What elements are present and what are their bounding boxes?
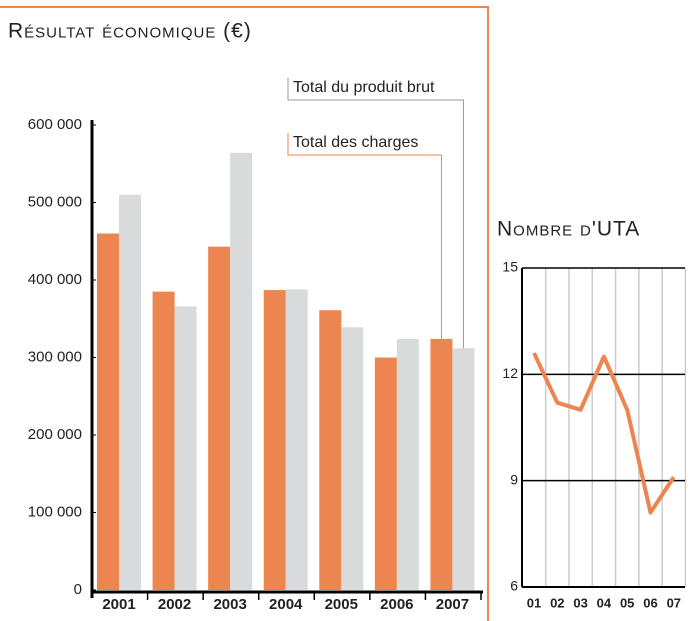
x-tick-label: 2002 xyxy=(158,596,191,613)
y-tick-label: 0 xyxy=(74,581,82,598)
bar xyxy=(430,338,453,590)
y-tick-label: 200 000 xyxy=(28,426,82,443)
legend-label: Total des charges xyxy=(293,134,418,151)
bar xyxy=(285,289,308,590)
x-tick-label: 2005 xyxy=(325,596,358,613)
line xyxy=(532,352,676,515)
y-tick-label: 6 xyxy=(510,578,518,594)
y-tick-label: 100 000 xyxy=(28,503,82,520)
y-tick-label: 400 000 xyxy=(28,271,82,288)
y-tick-label: 15 xyxy=(502,259,518,275)
x-tick-label: 2001 xyxy=(102,596,135,613)
bar xyxy=(208,246,231,591)
bar xyxy=(230,152,253,590)
bar xyxy=(319,310,342,590)
bar xyxy=(152,291,175,590)
leader-line xyxy=(287,133,442,339)
bar xyxy=(374,357,397,590)
x-tick-label: 03 xyxy=(573,595,587,610)
y-tick-label: 300 000 xyxy=(28,348,82,365)
bar xyxy=(396,338,419,590)
panel-border xyxy=(0,6,489,621)
x-tick-label: 05 xyxy=(620,595,634,610)
legend-label: Total du produit brut xyxy=(293,79,435,96)
x-tick-label: 04 xyxy=(597,595,612,610)
bar xyxy=(452,348,475,590)
x-tick-label: 02 xyxy=(550,595,564,610)
x-tick-label: 07 xyxy=(667,595,681,610)
x-tick-label: 2006 xyxy=(380,596,413,613)
bar xyxy=(341,327,364,590)
x-tick-label: 01 xyxy=(527,595,541,610)
x-tick-label: 2004 xyxy=(269,596,303,613)
bar-chart-title: Résultat économique (€) xyxy=(8,20,252,43)
bar xyxy=(97,233,119,590)
leader-line xyxy=(287,78,464,349)
y-tick-label: 9 xyxy=(510,471,518,487)
line-chart-title: Nombre d'UTA xyxy=(497,218,640,241)
y-tick-label: 600 000 xyxy=(28,116,82,133)
bar xyxy=(119,194,141,590)
bar xyxy=(263,290,286,590)
x-tick-label: 06 xyxy=(643,595,657,610)
bar xyxy=(174,306,197,590)
y-tick-label: 500 000 xyxy=(28,193,82,210)
y-tick-label: 12 xyxy=(502,365,518,381)
x-tick-label: 2007 xyxy=(436,596,469,613)
x-tick-label: 2003 xyxy=(213,596,246,613)
